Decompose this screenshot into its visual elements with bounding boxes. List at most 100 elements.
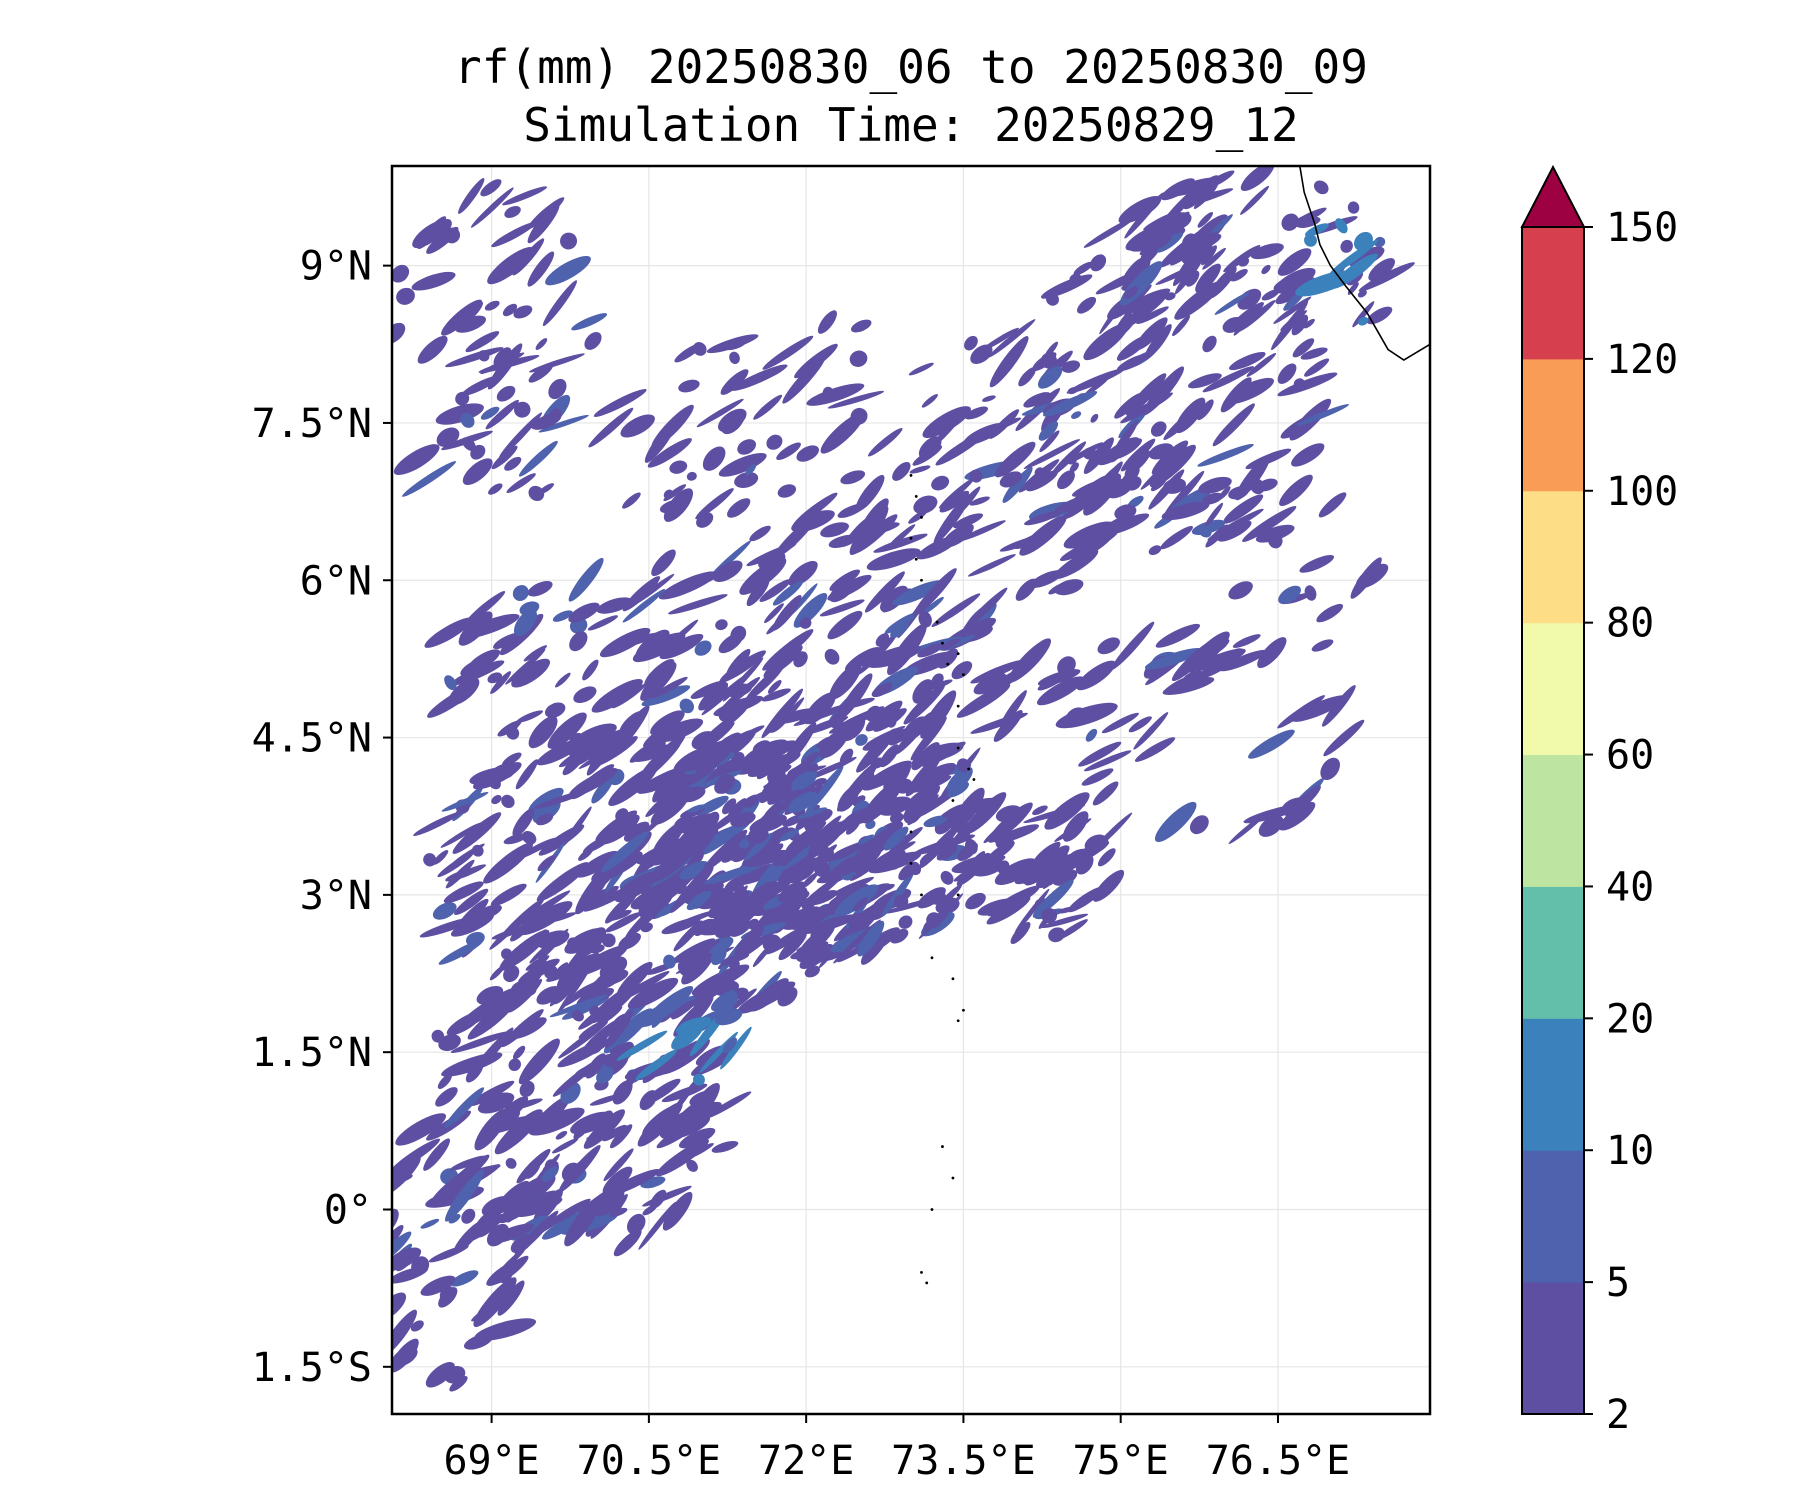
rain-streak [922,406,971,438]
colorbar-segment [1522,1282,1584,1415]
rain-streak [463,1333,493,1350]
rain-streak [1237,300,1276,332]
rain-streak [460,412,475,428]
rain-streak [584,331,602,350]
rain-streak [931,475,950,491]
rain-streak [964,335,978,351]
rain-streak [656,1117,705,1149]
rain-streak [1257,637,1287,669]
colorbar-frame [1521,226,1585,1415]
rain-streak [1296,404,1349,426]
rain-streak [801,898,815,911]
rain-streak [639,1090,658,1111]
rain-streak [725,988,757,1015]
chart-subtitle: Simulation Time: 20250829_12 [523,98,1299,152]
rain-streak [1368,258,1396,282]
rain-streak [837,762,878,812]
rain-streak [1277,363,1297,384]
rain-streak [638,1201,676,1250]
rain-streak [1156,232,1184,253]
rain-streak [1097,637,1120,655]
rain-streak [603,1148,634,1182]
rain-streak [1279,474,1313,507]
rain-streak [1039,430,1060,453]
rain-streak [1197,212,1214,228]
rain-streak [951,661,973,680]
rain-streak [1230,269,1248,282]
rain-streak [1161,501,1210,521]
rain-streak [521,831,537,845]
rain-streak [547,1198,591,1226]
rain-streak [964,406,988,420]
rain-streak [1128,716,1152,733]
rain-streak [618,711,645,738]
rain-streak [501,1009,544,1048]
rain-streak [1160,526,1194,550]
rain-streak [603,1008,653,1054]
rain-streak [493,347,512,367]
colorbar-tick-label: 120 [1606,337,1678,383]
rain-streak [771,765,827,783]
rain-streak [792,492,838,527]
rain-streak [1304,585,1317,601]
rain-streak [673,747,712,773]
rain-streak [615,808,629,822]
rain-streak [710,807,744,833]
rain-streak [761,843,784,861]
rain-streak [928,679,953,690]
rain-streak [571,313,608,331]
rain-streak [586,733,619,776]
rain-streak [1139,236,1172,256]
colorbar-tick-label: 150 [1606,205,1678,251]
rain-streak [538,483,554,495]
rain-streak [686,471,697,481]
rain-streak [881,871,915,917]
rain-streak [833,919,881,964]
rain-streak [1224,377,1275,405]
rain-streak [706,334,759,354]
rain-streak [1304,358,1330,377]
atoll-dot [914,494,918,498]
rain-streak [568,768,618,798]
rain-streak [441,430,493,451]
rain-streak [640,662,677,701]
rain-streak [922,596,944,615]
rain-streak [1174,281,1222,320]
rain-streak [487,247,535,285]
rain-streak [1053,549,1099,580]
rain-streak [527,197,565,229]
rain-streak [671,938,716,964]
rain-streak [652,822,685,857]
rain-streak [1041,908,1058,924]
rain-streak [503,833,528,845]
rain-streak [1054,579,1084,596]
rain-streak [767,680,782,694]
rain-streak [575,945,628,976]
rain-streak [578,847,594,861]
rain-streak [919,852,933,864]
rain-streak [656,1139,709,1177]
rain-streak [504,206,521,218]
rain-streak [614,1067,642,1102]
rain-streak [651,676,688,699]
rain-streak [887,718,897,728]
rain-streak [1185,270,1200,287]
rain-streak [1358,262,1415,292]
rain-streak [596,1066,614,1084]
rain-streak [836,857,859,876]
rain-streak [1240,166,1275,192]
rain-streak [486,1259,523,1286]
rain-streak [542,1161,559,1174]
rain-streak [1160,178,1195,201]
atoll-dot [951,977,955,981]
rain-streak [501,794,515,809]
rain-streak [884,898,936,914]
rain-streak [737,981,796,1014]
colorbar-tick-label: 40 [1606,864,1654,910]
rain-streak [505,649,546,685]
rain-streak [669,460,688,474]
rain-streak [591,678,643,713]
rain-streak [392,1155,421,1198]
rain-streak [548,378,567,400]
rain-streak [490,883,527,907]
